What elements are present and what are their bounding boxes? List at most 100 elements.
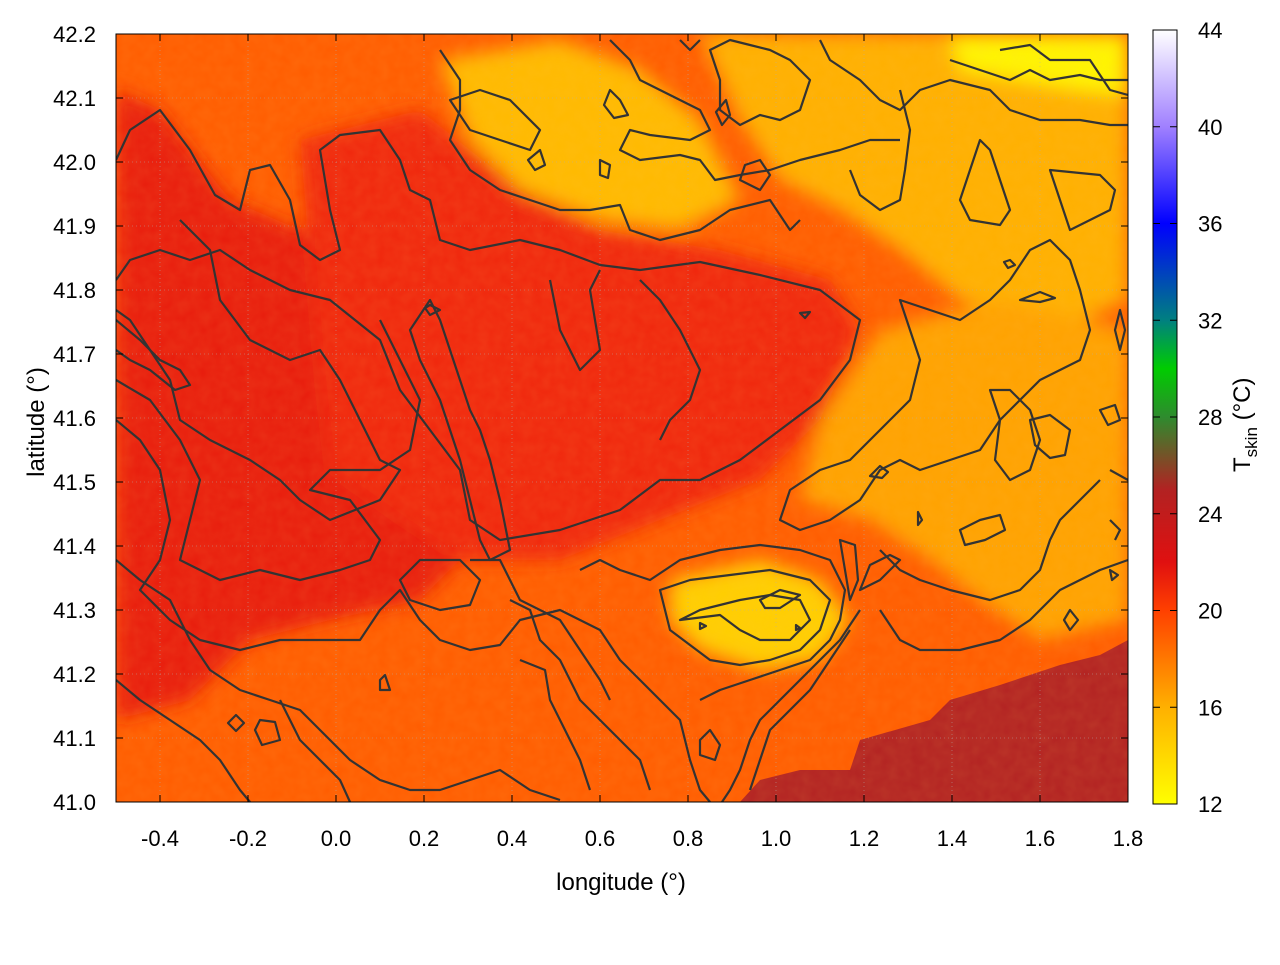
x-axis-title: longitude (°) (556, 869, 686, 896)
contour-line (609, 39, 900, 182)
contour-line (439, 49, 801, 242)
colorbar: 12 16 20 24 28 32 36 40 44 Tskin (°C) (1152, 18, 1261, 817)
contour-line (999, 43, 1128, 97)
x-tick-label: 1.6 (1025, 826, 1056, 851)
contour-line (226, 713, 246, 733)
colorbar-ticks: 12 16 20 24 28 32 36 40 44 (1153, 18, 1222, 817)
y-tick-label: 41.5 (53, 470, 96, 495)
colorbar-tick-label: 28 (1198, 405, 1222, 430)
contour-line (423, 303, 442, 317)
contour-line (470, 558, 611, 701)
contour-line (949, 58, 1128, 82)
x-tick-label: -0.4 (141, 826, 179, 851)
contour-line (448, 88, 542, 152)
y-axis-title: latitude (°) (23, 367, 50, 477)
y-tick-label: 42.1 (53, 86, 96, 111)
x-tick-label: 1.0 (761, 826, 792, 851)
y-tick-label: 41.7 (53, 342, 96, 367)
contour-line (778, 238, 1092, 532)
contour-line (378, 673, 392, 692)
contour-line (916, 510, 924, 527)
contour-line (116, 559, 561, 802)
y-axis: 41.0 41.1 41.2 41.3 41.4 41.5 41.6 41.7 41.8 41.9… (53, 22, 1128, 815)
colorbar-tick-label: 24 (1198, 502, 1222, 527)
colorbar-tick-label: 20 (1198, 599, 1222, 624)
contour-line (639, 279, 702, 441)
x-tick-label: 0.8 (673, 826, 704, 851)
contour-line (509, 599, 652, 791)
y-tick-label: 42.2 (53, 22, 96, 47)
contour-line (819, 39, 1128, 127)
x-axis: -0.4 -0.2 0.0 0.2 0.4 0.6 0.8 1.0 1.2 1.4 1.6 1.8 (141, 34, 1143, 851)
y-tick-label: 41.6 (53, 406, 96, 431)
contour-line (798, 310, 812, 320)
y-tick-label: 41.3 (53, 598, 96, 623)
y-tick-label: 41.2 (53, 662, 96, 687)
contour-line (879, 558, 1128, 652)
contour-line (1098, 403, 1122, 427)
colorbar-title-unit: (°C) (1229, 378, 1256, 428)
contour-line (958, 138, 1012, 227)
contour-line (253, 718, 282, 747)
contour-line (116, 679, 251, 802)
contour-line (879, 479, 1101, 602)
contour-line (679, 39, 701, 52)
contour-line (714, 98, 732, 127)
contour-line (1109, 469, 1128, 481)
colorbar-tick-label: 32 (1198, 308, 1222, 333)
contour-line (848, 89, 912, 212)
contour-line (738, 158, 772, 192)
contour-line (116, 319, 192, 392)
contour-lines (116, 38, 1128, 802)
contour-line (1062, 608, 1080, 632)
contour-line (958, 513, 1007, 547)
contour-line (1018, 290, 1057, 304)
y-tick-label: 41.8 (53, 278, 96, 303)
colorbar-tick-label: 44 (1198, 18, 1222, 43)
contour-line (748, 629, 851, 791)
contour-line (708, 38, 812, 127)
colorbar-tick-label: 12 (1198, 792, 1222, 817)
y-tick-label: 42.0 (53, 150, 96, 175)
contour-line (548, 269, 602, 372)
contour-line (116, 219, 402, 522)
contour-line (721, 609, 861, 802)
colorbar-tick-label: 16 (1198, 695, 1222, 720)
plot-area (116, 34, 1128, 802)
contour-line (279, 699, 352, 802)
contour-line (678, 593, 812, 642)
contour-line (858, 553, 902, 592)
contour-line (598, 158, 612, 180)
contour-line (1113, 308, 1127, 352)
contour-line (794, 623, 802, 632)
y-tick-label: 41.9 (53, 214, 96, 239)
x-tick-label: 0.4 (497, 826, 528, 851)
x-tick-label: 1.4 (937, 826, 968, 851)
contour-line (868, 464, 890, 480)
x-tick-label: 1.8 (1113, 826, 1144, 851)
colorbar-title-subscript: skin (1242, 427, 1261, 457)
x-tick-label: 0.2 (409, 826, 440, 851)
contour-line (116, 419, 711, 802)
y-tick-label: 41.0 (53, 790, 96, 815)
contour-line (758, 588, 802, 610)
contour-line (658, 568, 832, 667)
x-tick-label: 1.2 (849, 826, 880, 851)
contour-line (408, 298, 512, 562)
x-tick-label: 0.6 (585, 826, 616, 851)
contour-line (579, 543, 847, 701)
contour-line (398, 558, 482, 612)
colorbar-tick-label: 40 (1198, 115, 1222, 140)
colorbar-title-main: T (1229, 457, 1256, 472)
contour-line (1048, 168, 1117, 232)
x-tick-label: 0.0 (321, 826, 352, 851)
x-tick-label: -0.2 (229, 826, 267, 851)
contour-line (526, 148, 547, 172)
contour-line (1108, 568, 1120, 582)
contour-line (838, 538, 860, 602)
contour-line (1109, 519, 1122, 541)
contour-line (1028, 413, 1072, 460)
colorbar-title: Tskin (°C) (1229, 378, 1261, 473)
contour-line (1002, 258, 1017, 270)
